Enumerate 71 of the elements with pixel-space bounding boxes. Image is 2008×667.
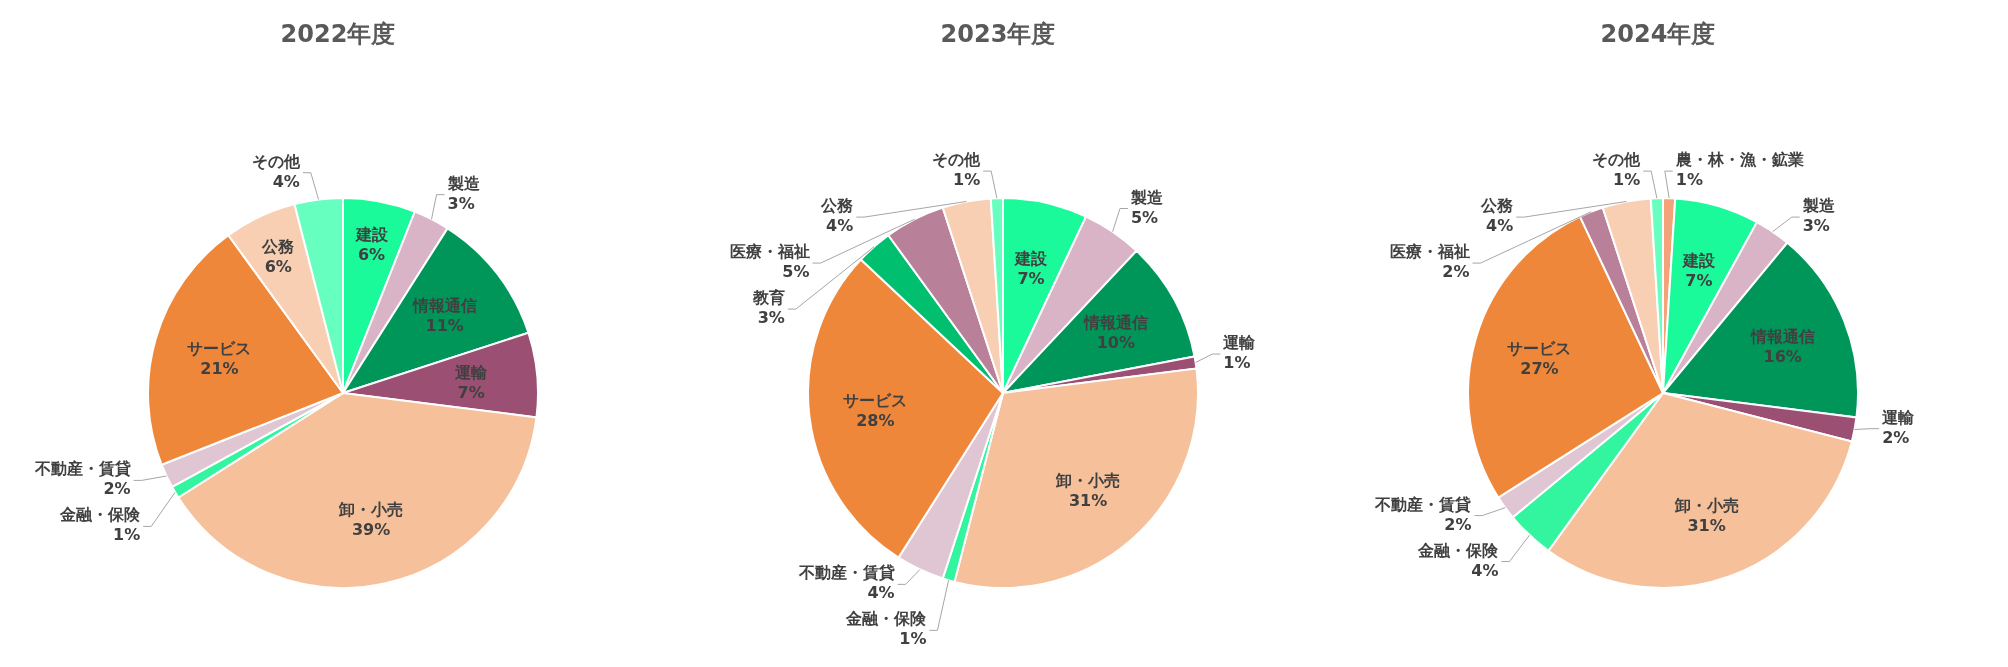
data-label: 4% xyxy=(272,171,300,191)
data-label: 3% xyxy=(757,308,785,328)
data-label: 11% xyxy=(425,315,464,335)
slice-label: 公務 xyxy=(1480,196,1515,216)
data-label: 4% xyxy=(1471,560,1499,580)
data-label: 4% xyxy=(867,583,895,603)
slice-label: 製造 xyxy=(1801,196,1836,216)
slice-label: その他 xyxy=(932,150,982,170)
slice-label: 公務 xyxy=(261,237,296,257)
data-label: 1% xyxy=(1675,170,1703,190)
data-label: 31% xyxy=(1068,491,1108,511)
slice-label: 金融・保険 xyxy=(59,505,142,525)
slice-label: 不動産・賃貸 xyxy=(1374,494,1472,514)
slice-label: 運輸 xyxy=(1222,333,1257,353)
data-label: 1% xyxy=(1613,170,1641,190)
slice-label: その他 xyxy=(1592,150,1642,170)
slice-label: 公務 xyxy=(820,196,855,216)
slice-label: 運輸 xyxy=(1881,407,1916,427)
data-label: 28% xyxy=(856,410,895,430)
data-label: 10% xyxy=(1096,332,1135,352)
data-label: 16% xyxy=(1763,347,1802,367)
slice-label: 卸・小売 xyxy=(338,500,404,520)
data-label: 4% xyxy=(1486,216,1514,236)
slice-label: 建設 xyxy=(353,225,389,245)
data-label: 3% xyxy=(1802,216,1830,236)
data-label: 6% xyxy=(264,257,292,277)
data-label: 5% xyxy=(1130,207,1159,227)
slice-label: 農・林・漁・鉱業 xyxy=(1674,150,1804,170)
slice-label: 卸・小売 xyxy=(1055,471,1121,491)
slice-label: 運輸 xyxy=(454,362,489,382)
slice-label: サービス xyxy=(187,338,252,358)
data-label: 2% xyxy=(1882,427,1910,447)
chart-title: 2024年度 xyxy=(1599,19,1717,50)
slice-label: 製造 xyxy=(446,173,481,193)
slice-label: 金融・保険 xyxy=(845,609,928,629)
data-label: 1% xyxy=(113,525,141,545)
data-label: 1% xyxy=(899,629,927,649)
slice-label: 金融・保険 xyxy=(1417,540,1500,560)
data-label: 31% xyxy=(1687,515,1726,535)
slice-label: 建設 xyxy=(1680,251,1716,271)
data-label: 1% xyxy=(953,170,981,190)
data-label: 6% xyxy=(357,245,386,265)
slice-label: 建設 xyxy=(1013,249,1049,269)
slice-label: 不動産・賃貸 xyxy=(797,563,895,583)
slice-label: サービス xyxy=(1507,338,1572,358)
slice-label: 医療・福祉 xyxy=(729,242,810,262)
slice-label: 卸・小売 xyxy=(1673,495,1739,515)
data-label: 1% xyxy=(1223,353,1251,373)
slice-label: 情報通信 xyxy=(1082,312,1148,332)
chart-title: 2022年度 xyxy=(279,19,397,50)
slice-label: サービス xyxy=(843,390,908,410)
data-label: 5% xyxy=(782,262,810,282)
data-label: 7% xyxy=(1017,269,1045,289)
data-label: 3% xyxy=(447,193,475,213)
data-label: 7% xyxy=(457,382,485,402)
data-label: 27% xyxy=(1520,358,1559,378)
data-label: 4% xyxy=(826,216,854,236)
slice-label: 医療・福祉 xyxy=(1389,242,1470,262)
slice-label: 製造 xyxy=(1129,187,1164,207)
slice-label: 情報通信 xyxy=(411,295,477,315)
slice-label: 不動産・賃貸 xyxy=(33,459,131,479)
slice-label: その他 xyxy=(251,151,301,171)
data-label: 2% xyxy=(1444,514,1472,534)
chart-title: 2023年度 xyxy=(939,19,1057,50)
slice-label: 情報通信 xyxy=(1749,327,1815,347)
data-label: 21% xyxy=(200,358,239,378)
slice-label: 教育 xyxy=(751,288,785,308)
data-label: 2% xyxy=(1442,262,1470,282)
data-label: 2% xyxy=(103,479,131,499)
data-label: 7% xyxy=(1685,271,1713,291)
data-label: 39% xyxy=(351,520,391,540)
